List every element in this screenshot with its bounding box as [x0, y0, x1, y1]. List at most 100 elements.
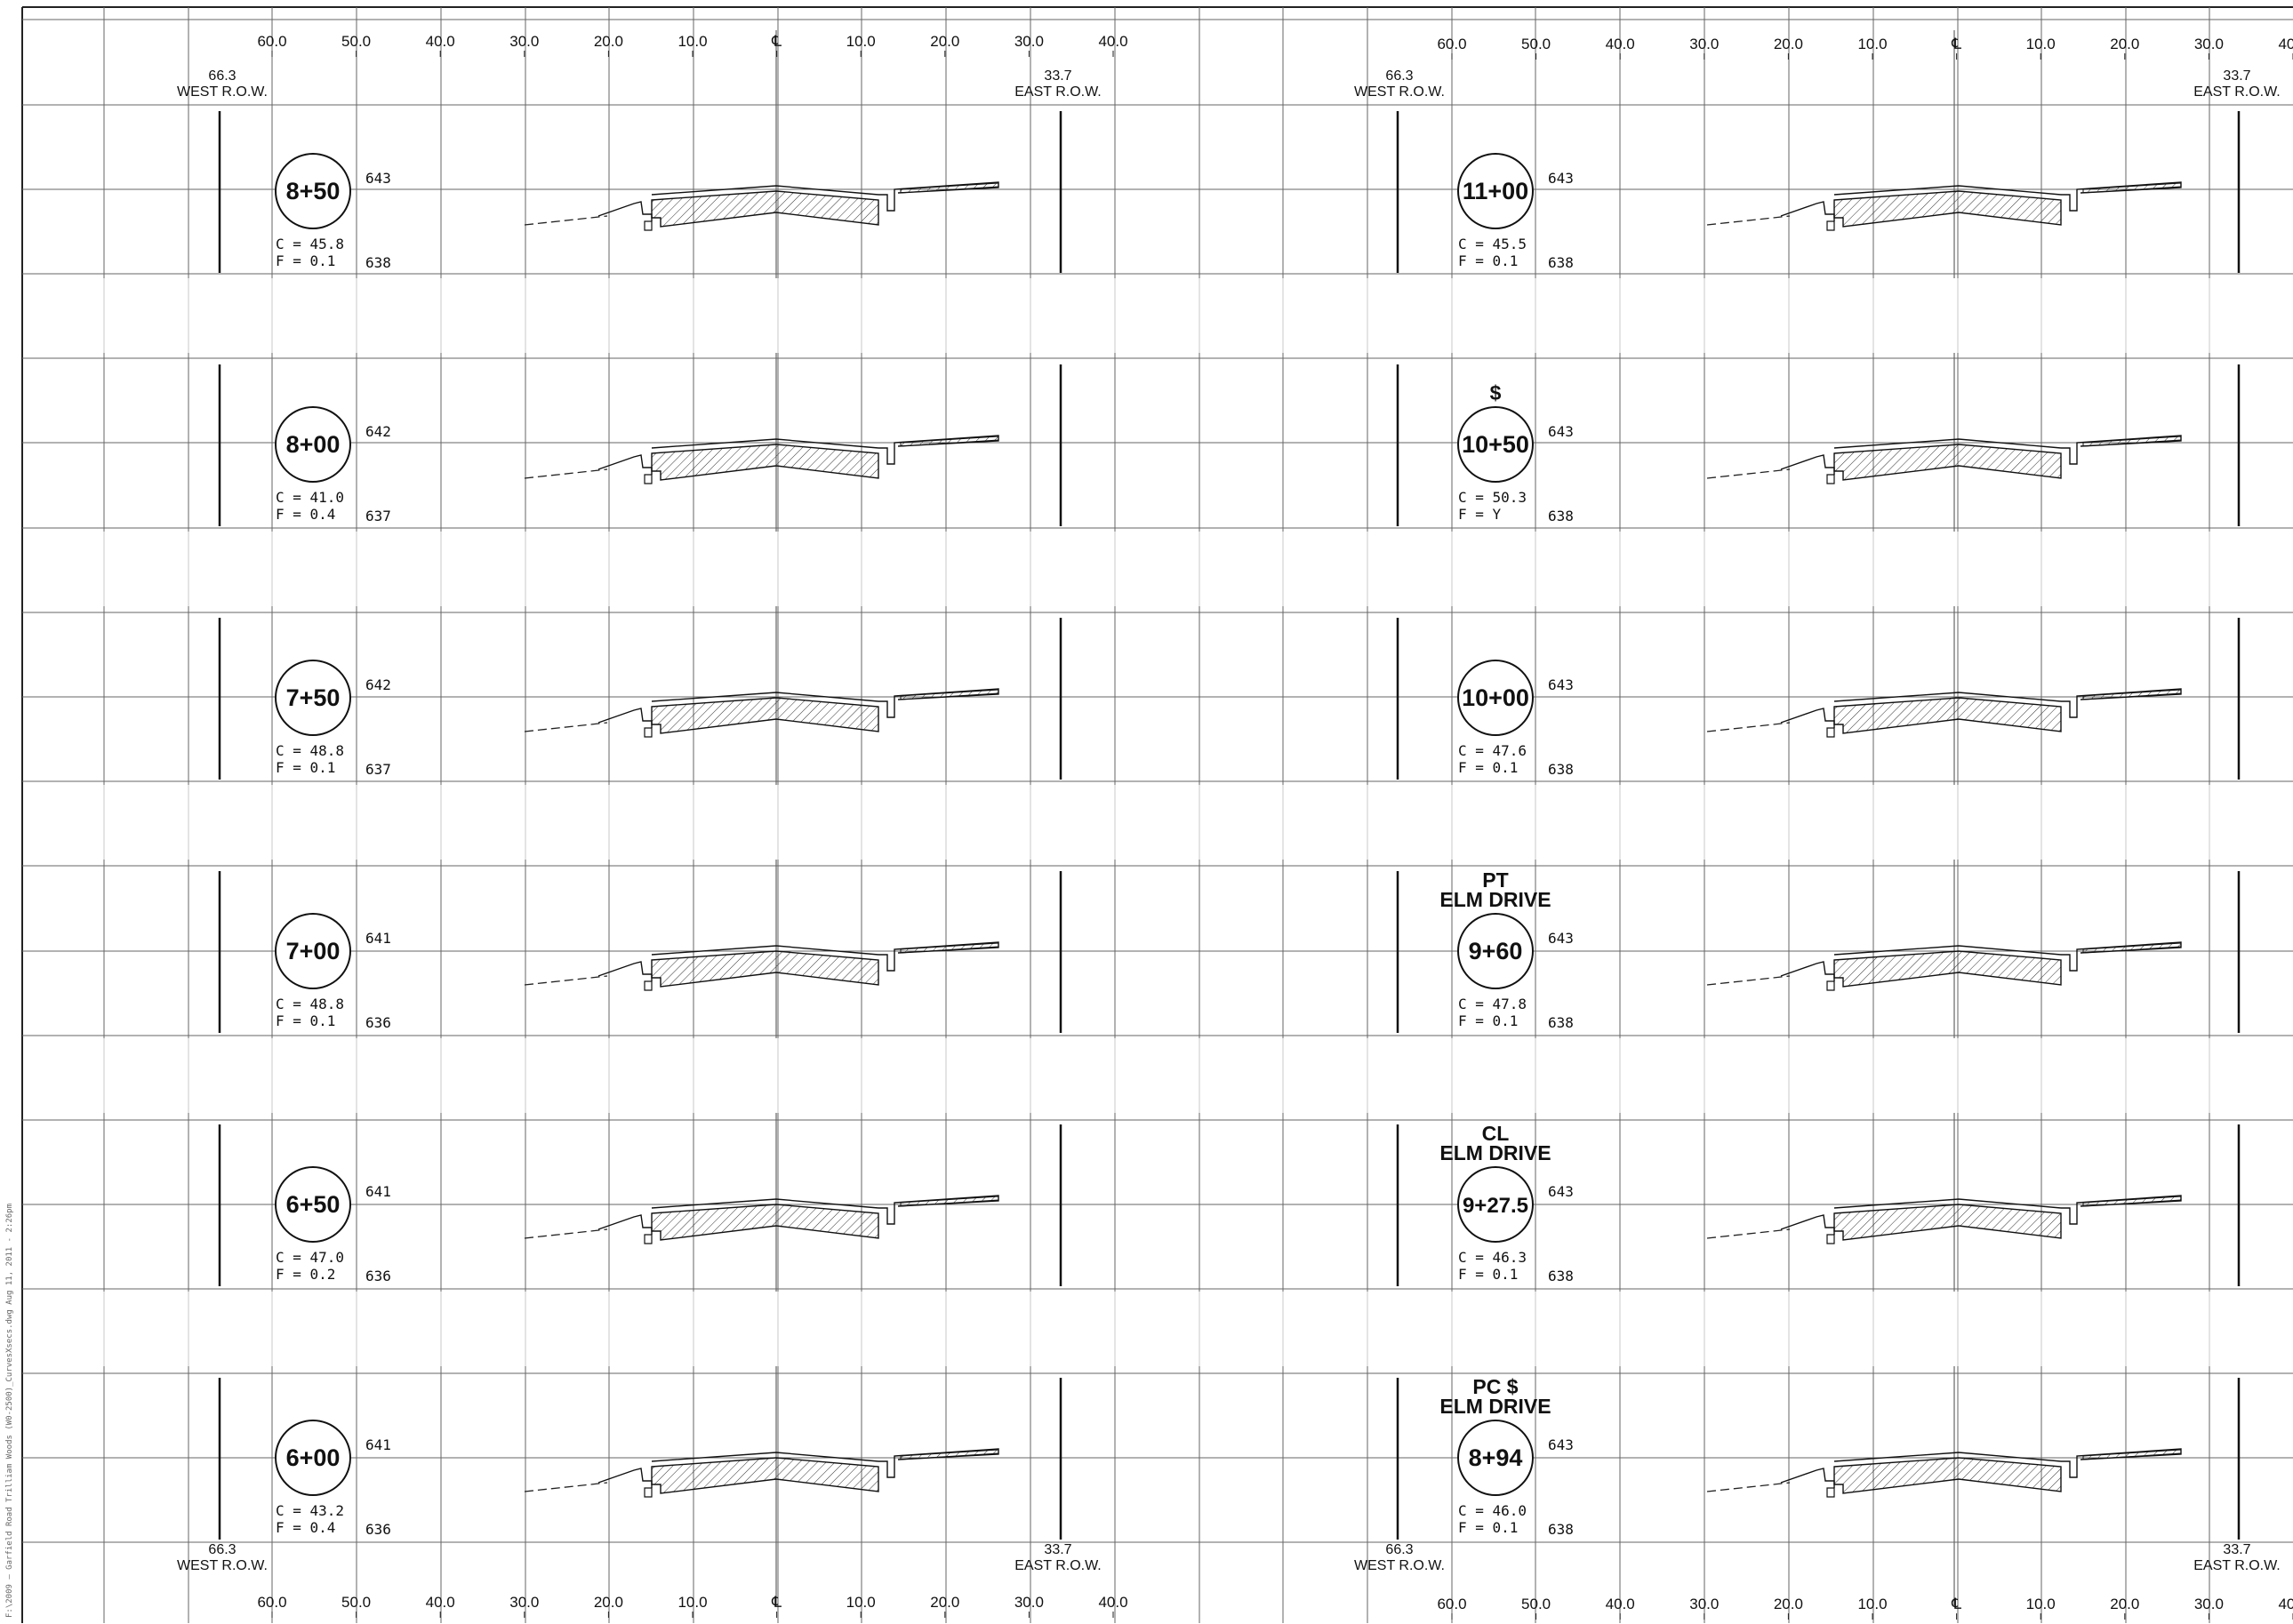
finished-grade	[1833, 692, 2062, 702]
station-note-road: ELM DRIVE	[1439, 888, 1551, 911]
east-row-label: EAST R.O.W.	[1014, 84, 1102, 100]
elevation-bottom: 638	[1548, 508, 1574, 524]
west-row-offset: 66.3	[208, 1542, 236, 1557]
finished-grade	[1833, 438, 2062, 449]
station-label: 6+50	[286, 1191, 341, 1218]
east-sidewalk	[900, 942, 999, 954]
cut-value: C = 45.8	[276, 236, 344, 252]
station-circle	[275, 406, 351, 483]
pavement-section	[651, 444, 879, 481]
existing-ground	[1706, 215, 1791, 226]
offset-label: 10.0	[2026, 1596, 2056, 1612]
fill-value: F = 0.1	[1458, 1519, 1518, 1536]
fill-value: F = Y	[1458, 506, 1502, 523]
offset-label: 30.0	[509, 1594, 539, 1611]
offset-scales: 60.0 50.0 40.0 30.0 20.0 10.0 ℄ 10.0 20.0 30.0 40.…	[177, 33, 2293, 1620]
elevation-top: 643	[1548, 676, 1574, 693]
elevation-top: 643	[1548, 423, 1574, 440]
cross-section-right-8+94: 8+94 PC $ELM DRIVE 643 638 C = 46.0F = 0.1	[1396, 1375, 2241, 1540]
separator-band	[23, 278, 2293, 353]
west-gutter	[644, 727, 653, 738]
east-sidewalk	[2082, 1196, 2182, 1207]
offset-label: 20.0	[2110, 36, 2139, 52]
west-gutter	[1826, 727, 1835, 738]
offset-label: 20.0	[1774, 1596, 1803, 1612]
offset-label: 20.0	[594, 1594, 623, 1611]
finished-grade	[1833, 945, 2062, 956]
west-gutter	[1826, 980, 1835, 991]
west-row-label: WEST R.O.W.	[177, 84, 268, 100]
cross-section-left-6+00: 6+00 641 636 C = 43.2F = 0.4	[218, 1378, 1062, 1540]
pavement-section	[1833, 190, 2062, 228]
station-circle	[275, 913, 351, 989]
existing-ground	[1706, 722, 1791, 732]
offset-label: 60.0	[257, 33, 286, 50]
elevation-bottom: 638	[1548, 1014, 1574, 1031]
station-note: PT	[1482, 868, 1508, 892]
elevation-top: 643	[1548, 930, 1574, 947]
elevation-top: 643	[365, 170, 391, 187]
elevation-top: 641	[365, 930, 391, 947]
east-sidewalk	[2082, 689, 2182, 700]
east-sidewalk	[2082, 1449, 2182, 1460]
station-label: 11+00	[1463, 178, 1528, 204]
station-circle	[1457, 1166, 1534, 1243]
offset-label: 20.0	[594, 33, 623, 50]
existing-ground	[524, 975, 608, 986]
centerline-label: ℄	[771, 1594, 782, 1611]
station-label: 7+50	[286, 684, 341, 711]
west-gutter	[1826, 1234, 1835, 1244]
pavement-section	[651, 190, 879, 228]
offset-label: 30.0	[2194, 36, 2224, 52]
offset-label: 10.0	[677, 33, 707, 50]
offset-label: 30.0	[509, 33, 539, 50]
offset-label: 30.0	[1014, 1594, 1044, 1611]
centerline-label: ℄	[771, 33, 782, 50]
west-row-label: WEST R.O.W.	[1354, 1558, 1445, 1573]
fill-value: F = 0.4	[276, 506, 335, 523]
east-sidewalk	[900, 436, 999, 447]
separator-band	[23, 785, 2293, 860]
elevation-top: 641	[365, 1436, 391, 1453]
station-label: 8+00	[286, 431, 341, 458]
east-sidewalk	[2082, 436, 2182, 447]
station-label: 9+60	[1469, 938, 1523, 964]
station-label: 8+50	[286, 178, 341, 204]
offset-label: 50.0	[341, 33, 371, 50]
elevation-top: 642	[365, 676, 391, 693]
existing-ground	[1706, 975, 1791, 986]
fill-value: F = 0.1	[1458, 1266, 1518, 1283]
station-label: 8+94	[1469, 1444, 1523, 1471]
station-note: CL	[1482, 1122, 1510, 1145]
cross-section-left-8+00: 8+00 642 637 C = 41.0F = 0.4	[218, 364, 1062, 526]
offset-label: 10.0	[846, 1594, 876, 1611]
existing-ground	[524, 722, 608, 732]
station-circle	[275, 1166, 351, 1243]
offset-label: 50.0	[1521, 1596, 1551, 1612]
elevation-bottom: 638	[1548, 254, 1574, 271]
offset-label: 20.0	[2110, 1596, 2139, 1612]
west-gutter	[644, 474, 653, 484]
offset-label: 10.0	[677, 1594, 707, 1611]
elevation-bottom: 637	[365, 508, 391, 524]
offset-label: 60.0	[1437, 36, 1466, 52]
separator-band	[23, 1292, 2293, 1366]
station-circle	[1457, 1420, 1534, 1496]
cross-section-left-8+50: 8+50 643 638 C = 45.8F = 0.1	[218, 111, 1062, 273]
separator-band	[23, 1038, 2293, 1113]
west-row-offset: 66.3	[208, 68, 236, 84]
fill-value: F = 0.1	[1458, 1012, 1518, 1029]
existing-ground	[1706, 1482, 1791, 1492]
station-circle	[275, 1420, 351, 1496]
cross-section-right-10+50: 10+50 $643 638 C = 50.3F = Y	[1396, 364, 2241, 526]
existing-ground	[1706, 468, 1791, 479]
finished-grade	[1833, 1452, 2062, 1462]
east-row-label: EAST R.O.W.	[2193, 1558, 2281, 1573]
centerline-label: ℄	[1951, 36, 1961, 52]
cross-section-right-10+00: 10+00 643 638 C = 47.6F = 0.1	[1396, 618, 2241, 780]
offset-label: 30.0	[1014, 33, 1044, 50]
cut-value: C = 48.8	[276, 742, 344, 759]
